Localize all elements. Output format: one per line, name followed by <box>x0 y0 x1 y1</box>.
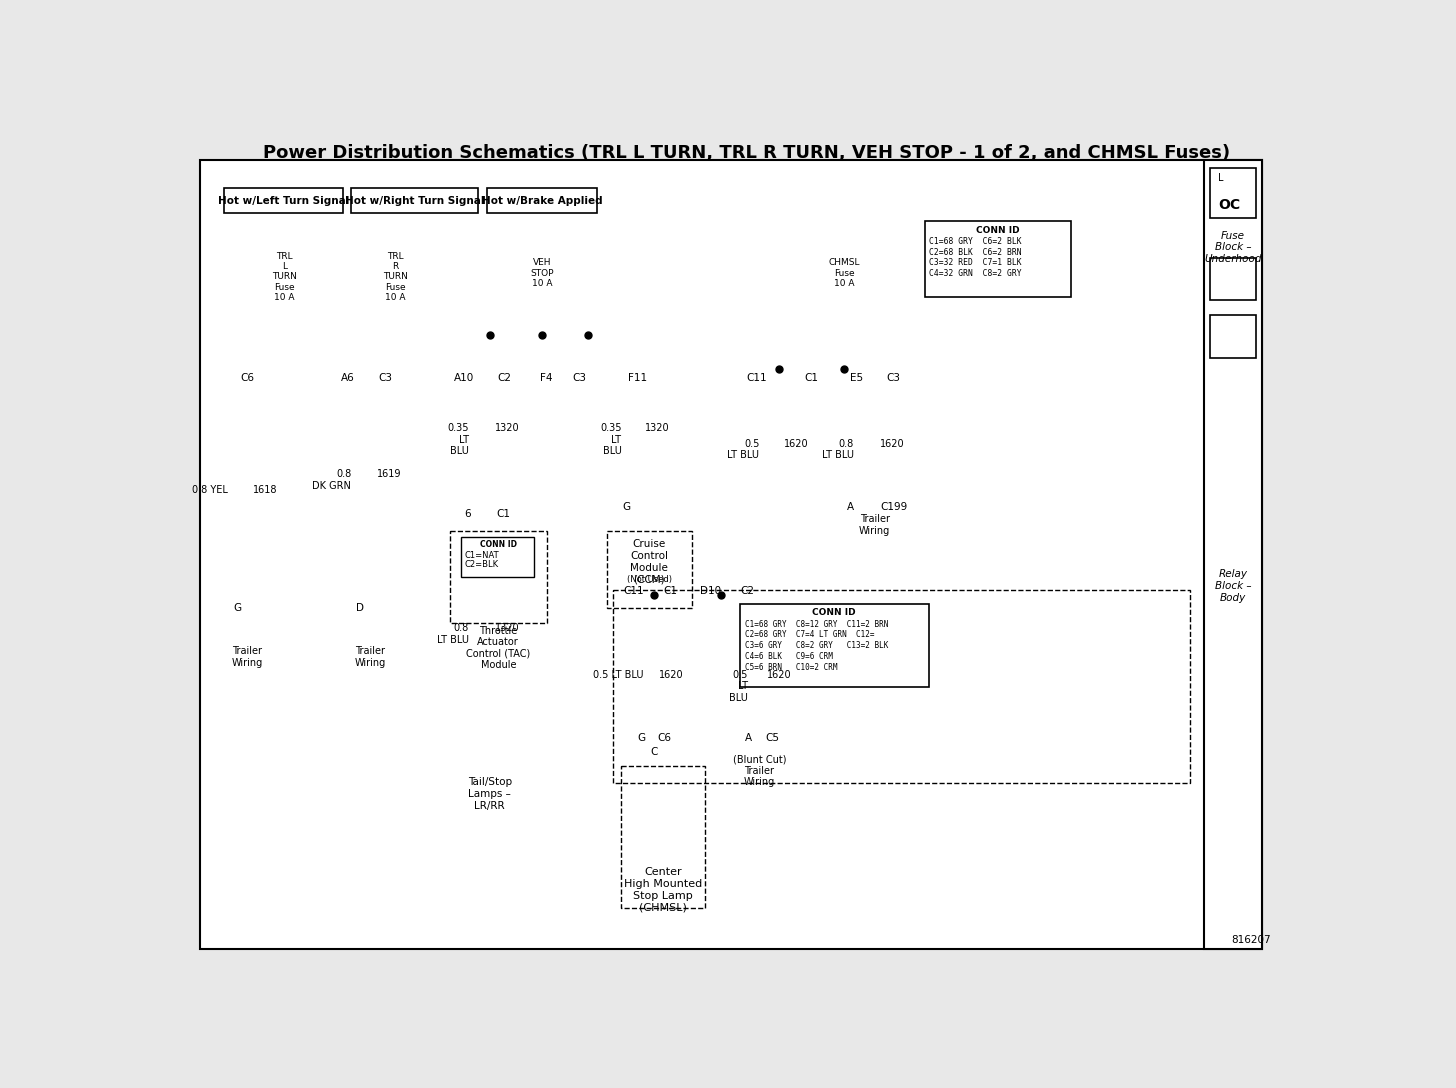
Text: A10: A10 <box>454 373 475 383</box>
Text: G: G <box>623 503 630 512</box>
Text: A: A <box>744 732 751 743</box>
Text: 1320: 1320 <box>645 423 670 433</box>
Text: C11: C11 <box>747 373 767 383</box>
Text: C3: C3 <box>887 373 900 383</box>
Text: 0.35
LT
BLU: 0.35 LT BLU <box>447 423 469 456</box>
Text: CONN ID: CONN ID <box>812 608 856 617</box>
Text: C1=68 GRY  C8=12 GRY  C11=2 BRN: C1=68 GRY C8=12 GRY C11=2 BRN <box>744 619 888 629</box>
Text: CONN ID: CONN ID <box>480 541 517 549</box>
Text: Power Distribution Schematics (TRL L TURN, TRL R TURN, VEH STOP - 1 of 2, and CH: Power Distribution Schematics (TRL L TUR… <box>262 145 1230 162</box>
Text: 1619: 1619 <box>377 469 400 480</box>
Text: CHMSL
Fuse
10 A: CHMSL Fuse 10 A <box>828 258 859 288</box>
Text: C4=32 GRN  C8=2 GRY: C4=32 GRN C8=2 GRY <box>929 269 1022 279</box>
Text: C3=32 RED  C7=1 BLK: C3=32 RED C7=1 BLK <box>929 258 1022 268</box>
Text: Tail/Stop
Lamps –
LR/RR: Tail/Stop Lamps – LR/RR <box>467 777 513 811</box>
Text: Throttle
Actuator
Control (TAC)
Module: Throttle Actuator Control (TAC) Module <box>466 626 530 670</box>
Text: (Blunt Cut)
Trailer
Wiring: (Blunt Cut) Trailer Wiring <box>732 754 786 788</box>
Text: C3=6 GRY   C8=2 GRY   C13=2 BLK: C3=6 GRY C8=2 GRY C13=2 BLK <box>744 641 888 650</box>
Text: Trailer
Wiring: Trailer Wiring <box>232 646 264 668</box>
Text: 1618: 1618 <box>253 485 277 495</box>
Text: C1=NAT: C1=NAT <box>464 551 499 560</box>
Text: C1: C1 <box>804 373 818 383</box>
Text: C2: C2 <box>740 585 754 595</box>
Bar <box>351 188 478 213</box>
Text: 0.8
DK GRN: 0.8 DK GRN <box>313 469 351 491</box>
Text: 816207: 816207 <box>1232 936 1271 945</box>
Text: C5=6 BRN   C10=2 CRM: C5=6 BRN C10=2 CRM <box>744 663 837 671</box>
Text: OC: OC <box>1217 198 1241 212</box>
Text: 0.8
LT BLU: 0.8 LT BLU <box>823 438 855 460</box>
Text: Hot w/Right Turn Signal: Hot w/Right Turn Signal <box>345 196 483 206</box>
Text: F11: F11 <box>629 373 648 383</box>
Text: VEH
STOP
10 A: VEH STOP 10 A <box>530 258 553 288</box>
Text: A: A <box>847 502 855 511</box>
Bar <box>1210 258 1257 300</box>
Bar <box>450 531 547 623</box>
Bar <box>224 188 344 213</box>
Text: 0.35
LT
BLU: 0.35 LT BLU <box>600 423 622 456</box>
Text: C4=6 BLK   C9=6 CRM: C4=6 BLK C9=6 CRM <box>744 652 833 660</box>
Text: C2: C2 <box>498 373 511 383</box>
Text: C3: C3 <box>379 373 392 383</box>
Bar <box>462 537 534 577</box>
Text: E5: E5 <box>850 373 863 383</box>
Bar <box>488 188 597 213</box>
Text: C1=68 GRY  C6=2 BLK: C1=68 GRY C6=2 BLK <box>929 237 1022 246</box>
Text: Relay
Block –
Body: Relay Block – Body <box>1214 569 1251 603</box>
Text: 1320: 1320 <box>495 423 520 433</box>
Text: C1: C1 <box>662 585 677 595</box>
Text: 0.5
LT
BLU: 0.5 LT BLU <box>729 669 748 703</box>
Bar <box>613 591 1191 782</box>
Text: C2=BLK: C2=BLK <box>464 560 498 569</box>
Text: 1320: 1320 <box>495 623 520 633</box>
Text: Cruise
Control
Module
(CCM): Cruise Control Module (CCM) <box>630 540 668 584</box>
Text: 0.8
LT BLU: 0.8 LT BLU <box>437 623 469 645</box>
Text: C: C <box>651 746 658 756</box>
Bar <box>1210 168 1257 218</box>
Text: Hot w/Brake Applied: Hot w/Brake Applied <box>482 196 603 206</box>
Text: A6: A6 <box>341 373 355 383</box>
Text: TRL
R
TURN
Fuse
10 A: TRL R TURN Fuse 10 A <box>383 251 408 302</box>
Text: (Not Used): (Not Used) <box>628 574 673 584</box>
Text: 6: 6 <box>464 509 470 519</box>
Text: Hot w/Left Turn Signal: Hot w/Left Turn Signal <box>218 196 349 206</box>
Text: C6: C6 <box>658 732 671 743</box>
Text: C1: C1 <box>496 509 510 519</box>
Bar <box>1210 316 1257 358</box>
Text: C6: C6 <box>240 373 255 383</box>
Text: CONN ID: CONN ID <box>976 226 1019 235</box>
Text: 1620: 1620 <box>767 669 792 680</box>
Bar <box>620 766 705 908</box>
Text: C2=68 GRY  C7=4 LT GRN  C12=: C2=68 GRY C7=4 LT GRN C12= <box>744 630 874 640</box>
Text: Trailer
Wiring: Trailer Wiring <box>355 646 386 668</box>
Bar <box>607 531 692 608</box>
Text: 0.5 LT BLU: 0.5 LT BLU <box>593 669 644 680</box>
Text: G: G <box>233 604 242 614</box>
Text: C199: C199 <box>881 502 907 511</box>
Text: Trailer
Wiring: Trailer Wiring <box>859 514 891 535</box>
Text: 0.5
LT BLU: 0.5 LT BLU <box>728 438 759 460</box>
Text: C2=68 BLK  C6=2 BRN: C2=68 BLK C6=2 BRN <box>929 248 1022 257</box>
Text: 0.8 YEL: 0.8 YEL <box>192 485 229 495</box>
Bar <box>740 604 929 688</box>
Bar <box>1204 160 1262 949</box>
Text: 1620: 1620 <box>881 438 904 448</box>
Text: L: L <box>1219 173 1223 183</box>
Text: G: G <box>638 732 645 743</box>
Text: Fuse
Block –
Underhood: Fuse Block – Underhood <box>1204 231 1261 264</box>
Text: C11: C11 <box>623 585 644 595</box>
Text: Center
High Mounted
Stop Lamp
(CHMSL): Center High Mounted Stop Lamp (CHMSL) <box>625 867 702 912</box>
Text: 1620: 1620 <box>783 438 808 448</box>
Text: D: D <box>357 604 364 614</box>
Text: C5: C5 <box>766 732 779 743</box>
Text: F4: F4 <box>540 373 553 383</box>
Text: C3: C3 <box>572 373 587 383</box>
Bar <box>925 222 1072 297</box>
Text: TRL
L
TURN
Fuse
10 A: TRL L TURN Fuse 10 A <box>272 251 297 302</box>
Text: 1620: 1620 <box>660 669 684 680</box>
Text: D10: D10 <box>700 585 721 595</box>
